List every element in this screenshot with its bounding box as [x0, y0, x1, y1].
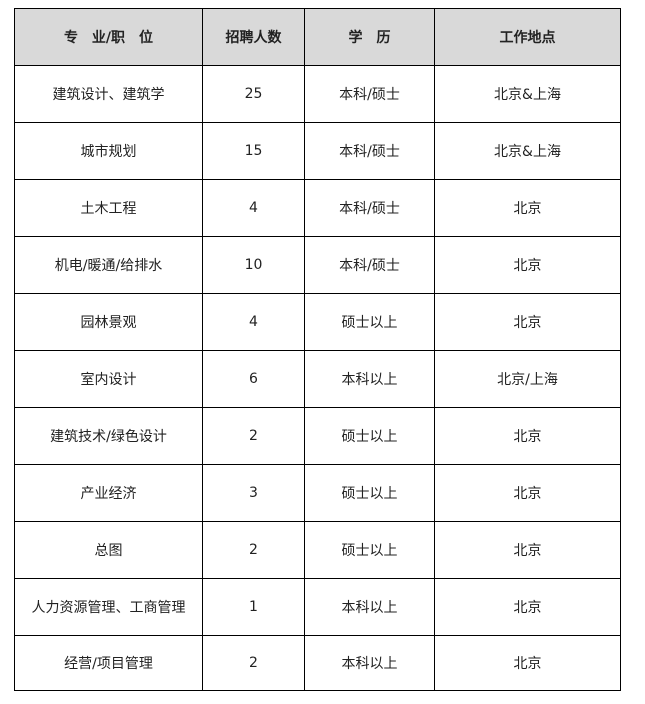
- cell-headcount: 1: [202, 578, 305, 636]
- cell-headcount: 4: [202, 179, 305, 237]
- cell-location: 北京: [434, 635, 621, 691]
- cell-location: 北京: [434, 464, 621, 522]
- table-row: 土木工程 4 本科/硕士 北京: [14, 179, 621, 237]
- table-row: 总图 2 硕士以上 北京: [14, 521, 621, 579]
- cell-education: 本科/硕士: [304, 65, 435, 123]
- cell-education: 本科以上: [304, 635, 435, 691]
- recruitment-table: 专 业/职 位 招聘人数 学 历 工作地点 建筑设计、建筑学 25 本科/硕士 北京&…: [14, 8, 621, 691]
- table-row: 建筑技术/绿色设计 2 硕士以上 北京: [14, 407, 621, 465]
- cell-headcount: 4: [202, 293, 305, 351]
- cell-headcount: 15: [202, 122, 305, 180]
- cell-headcount: 6: [202, 350, 305, 408]
- cell-headcount: 2: [202, 635, 305, 691]
- cell-education: 硕士以上: [304, 293, 435, 351]
- table-row: 园林景观 4 硕士以上 北京: [14, 293, 621, 351]
- cell-location: 北京/上海: [434, 350, 621, 408]
- table-row: 建筑设计、建筑学 25 本科/硕士 北京&上海: [14, 65, 621, 123]
- cell-education: 本科/硕士: [304, 236, 435, 294]
- cell-major-position: 人力资源管理、工商管理: [14, 578, 203, 636]
- header-education: 学 历: [304, 8, 435, 66]
- cell-headcount: 10: [202, 236, 305, 294]
- table-row: 机电/暖通/给排水 10 本科/硕士 北京: [14, 236, 621, 294]
- cell-location: 北京: [434, 578, 621, 636]
- cell-education: 硕士以上: [304, 464, 435, 522]
- cell-major-position: 室内设计: [14, 350, 203, 408]
- cell-location: 北京: [434, 179, 621, 237]
- cell-major-position: 园林景观: [14, 293, 203, 351]
- cell-major-position: 土木工程: [14, 179, 203, 237]
- cell-education: 本科/硕士: [304, 122, 435, 180]
- cell-education: 本科以上: [304, 578, 435, 636]
- cell-major-position: 产业经济: [14, 464, 203, 522]
- cell-education: 硕士以上: [304, 407, 435, 465]
- cell-headcount: 3: [202, 464, 305, 522]
- cell-major-position: 城市规划: [14, 122, 203, 180]
- cell-location: 北京: [434, 521, 621, 579]
- cell-education: 硕士以上: [304, 521, 435, 579]
- cell-headcount: 25: [202, 65, 305, 123]
- header-headcount: 招聘人数: [202, 8, 305, 66]
- table-row: 城市规划 15 本科/硕士 北京&上海: [14, 122, 621, 180]
- cell-major-position: 经营/项目管理: [14, 635, 203, 691]
- cell-location: 北京&上海: [434, 122, 621, 180]
- cell-education: 本科以上: [304, 350, 435, 408]
- cell-major-position: 建筑技术/绿色设计: [14, 407, 203, 465]
- header-major-position: 专 业/职 位: [14, 8, 203, 66]
- table-row: 人力资源管理、工商管理 1 本科以上 北京: [14, 578, 621, 636]
- cell-headcount: 2: [202, 521, 305, 579]
- cell-education: 本科/硕士: [304, 179, 435, 237]
- cell-major-position: 总图: [14, 521, 203, 579]
- table-row: 室内设计 6 本科以上 北京/上海: [14, 350, 621, 408]
- header-location: 工作地点: [434, 8, 621, 66]
- cell-location: 北京&上海: [434, 65, 621, 123]
- table-row: 产业经济 3 硕士以上 北京: [14, 464, 621, 522]
- table-row: 经营/项目管理 2 本科以上 北京: [14, 635, 621, 691]
- cell-major-position: 机电/暖通/给排水: [14, 236, 203, 294]
- cell-location: 北京: [434, 293, 621, 351]
- cell-location: 北京: [434, 407, 621, 465]
- cell-location: 北京: [434, 236, 621, 294]
- cell-major-position: 建筑设计、建筑学: [14, 65, 203, 123]
- table-header-row: 专 业/职 位 招聘人数 学 历 工作地点: [14, 8, 621, 66]
- cell-headcount: 2: [202, 407, 305, 465]
